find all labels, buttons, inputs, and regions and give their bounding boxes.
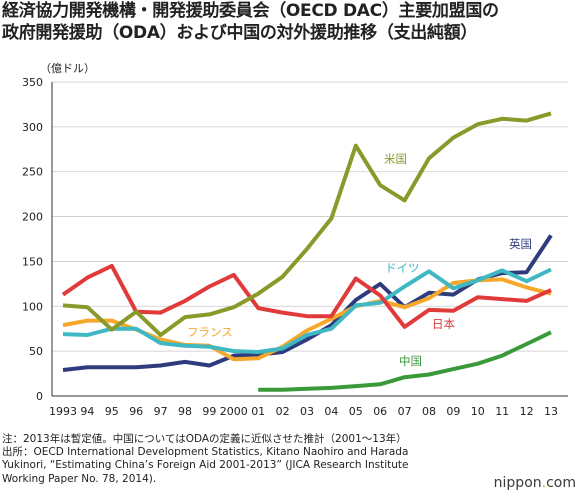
x-tick-label-3: 96 [129, 405, 143, 418]
x-tick-label-20: 13 [544, 405, 558, 418]
x-tick-label-0: 1993 [49, 405, 77, 418]
series-label-0: 米国 [384, 152, 407, 166]
x-tick-label-16: 09 [446, 405, 460, 418]
x-tick-label-6: 99 [202, 405, 216, 418]
x-tick-label-8: 01 [251, 405, 265, 418]
x-tick-label-18: 11 [495, 405, 509, 418]
y-tick-label-300: 300 [22, 121, 43, 134]
brand-dot: . [541, 475, 547, 491]
series-line-1 [62, 234, 553, 372]
note-line-4: Working Paper No. 78, 2014). [2, 472, 157, 485]
x-tick-label-19: 12 [520, 405, 534, 418]
y-tick-label-250: 250 [22, 166, 43, 179]
x-tick-label-17: 10 [471, 405, 485, 418]
series-label-4: 日本 [432, 317, 455, 331]
x-tick-label-13: 06 [373, 405, 387, 418]
x-tick-label-11: 04 [324, 405, 338, 418]
x-tick-label-4: 97 [154, 405, 168, 418]
x-tick-label-12: 05 [349, 405, 363, 418]
brand-prefix: nippon [493, 475, 542, 491]
y-tick-label-350: 350 [22, 76, 43, 89]
notes: 注：2013年は暫定値。中国についてはODAの定義に近似させた推計（2001～1… [2, 433, 472, 486]
x-tick-label-15: 08 [422, 405, 436, 418]
y-tick-label-150: 150 [22, 255, 43, 268]
y-axis-label: （億ドル） [40, 62, 95, 75]
chart-title: 経済協力開発機構・開発援助委員会（OECD DAC）主要加盟国の 政府開発援助（… [2, 0, 582, 44]
x-tick-label-5: 98 [178, 405, 192, 418]
y-tick-label-100: 100 [22, 300, 43, 313]
title-line-1: 経済協力開発機構・開発援助委員会（OECD DAC）主要加盟国の [2, 1, 499, 21]
series-line-3 [62, 277, 552, 362]
series-label-2: ドイツ [385, 261, 420, 275]
series-line-2 [62, 267, 552, 354]
title-line-2: 政府開発援助（ODA）および中国の対外援助推移（支出純額） [2, 23, 478, 43]
y-tick-label-200: 200 [22, 211, 43, 224]
note-line-2: 出所：OECD International Development Statis… [2, 446, 409, 459]
x-tick-label-7: 2000 [220, 405, 248, 418]
x-tick-label-10: 03 [300, 405, 314, 418]
x-tick-label-2: 95 [105, 405, 119, 418]
series-line-0 [62, 111, 552, 337]
x-tick-label-1: 94 [80, 405, 94, 418]
note-line-3: Yukinori, “Estimating China’s Foreign Ai… [2, 459, 409, 472]
x-tick-label-14: 07 [398, 405, 412, 418]
brand-logo: nippon.com [494, 475, 576, 491]
series-label-5: 中国 [399, 354, 422, 368]
series-label-3: フランス [187, 325, 233, 339]
series-line-5 [258, 330, 552, 392]
x-tick-label-9: 02 [276, 405, 290, 418]
note-line-1: 注：2013年は暫定値。中国についてはODAの定義に近似させた推計（2001～1… [2, 433, 407, 445]
y-tick-label-0: 0 [36, 390, 43, 403]
series-label-1: 英国 [509, 237, 532, 251]
y-tick-label-50: 50 [29, 345, 43, 358]
brand-suffix: com [546, 475, 576, 491]
series-line-4 [61, 263, 552, 329]
